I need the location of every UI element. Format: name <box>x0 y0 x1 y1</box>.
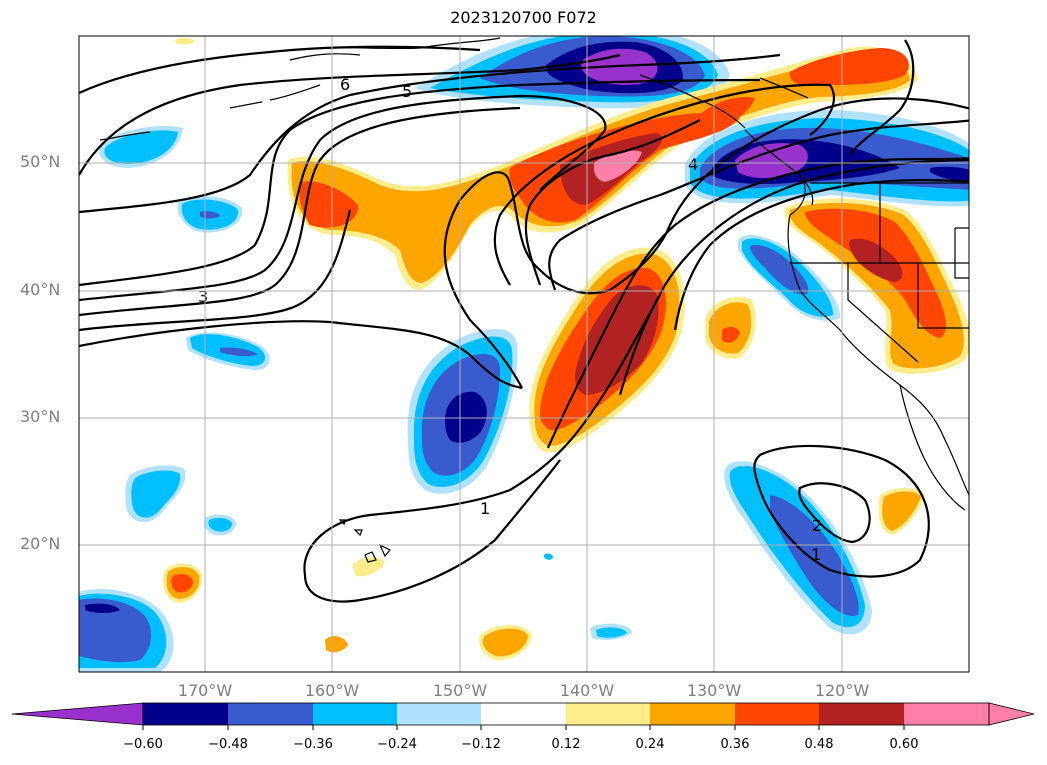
negative-anomaly-northwest <box>685 110 969 207</box>
contour-label-5: 5 <box>402 82 412 101</box>
colorbar-bin-6 <box>566 703 650 725</box>
positive-anomaly-jet <box>287 46 918 291</box>
height-contours <box>79 39 969 603</box>
lat-label-20n: 20°N <box>20 534 61 553</box>
colorbar-arrow-low <box>11 702 144 726</box>
colorbar-tick-4: −0.24 <box>377 737 417 752</box>
positive-anomaly-small <box>163 37 925 661</box>
colorbar-bin-10 <box>904 703 989 725</box>
colorbar-bin-1 <box>143 703 228 725</box>
colorbar-tick-10: 0.60 <box>889 737 919 752</box>
contour-label-6: 6 <box>340 75 350 94</box>
gridlines <box>79 36 969 672</box>
lon-label-120w: 120°W <box>814 681 870 700</box>
colorbar-arrow-high <box>988 702 1035 726</box>
colorbar-bin-4 <box>397 703 481 725</box>
lat-label-30n: 30°N <box>20 407 61 426</box>
colorbar-bin-5 <box>481 703 566 725</box>
lon-label-150w: 150°W <box>432 681 488 700</box>
contour-label-4: 4 <box>688 155 698 174</box>
colorbar-bin-7 <box>650 703 735 725</box>
lon-label-170w: 170°W <box>177 681 233 700</box>
coastlines <box>99 37 969 563</box>
lon-label-160w: 160°W <box>304 681 360 700</box>
plot-frame <box>78 35 970 673</box>
lon-label-140w: 140°W <box>559 681 615 700</box>
contour-label-1-east: 1 <box>811 545 821 564</box>
colorbar-tick-3: −0.36 <box>293 737 333 752</box>
lat-label-40n: 40°N <box>20 280 61 299</box>
colorbar-bin-3 <box>313 703 397 725</box>
colorbar-bin-2 <box>228 703 313 725</box>
negative-anomaly-mid <box>407 328 518 494</box>
colorbar-bin-8 <box>735 703 819 725</box>
colorbar-tick-1: −0.60 <box>123 737 163 752</box>
map-title: 2023120700 F072 <box>450 8 597 27</box>
colorbar-tick-7: 0.24 <box>635 737 665 752</box>
colorbar <box>11 702 1035 730</box>
positive-anomaly-central <box>529 247 685 453</box>
contour-label-2: 2 <box>812 516 822 535</box>
contour-label-1-central: 1 <box>480 499 490 518</box>
colorbar-bin-9 <box>819 703 904 725</box>
colorbar-tick-2: −0.48 <box>208 737 248 752</box>
negative-anomaly-west <box>79 125 841 672</box>
colorbar-tick-6: 0.12 <box>551 737 581 752</box>
colorbar-tick-8: 0.36 <box>720 737 750 752</box>
colorbar-tick-5: −0.12 <box>461 737 501 752</box>
lon-label-130w: 130°W <box>686 681 742 700</box>
contour-label-3: 3 <box>198 287 208 306</box>
lat-label-50n: 50°N <box>20 152 61 171</box>
colorbar-tick-9: 0.48 <box>804 737 834 752</box>
positive-anomaly-west-coast <box>784 198 969 374</box>
